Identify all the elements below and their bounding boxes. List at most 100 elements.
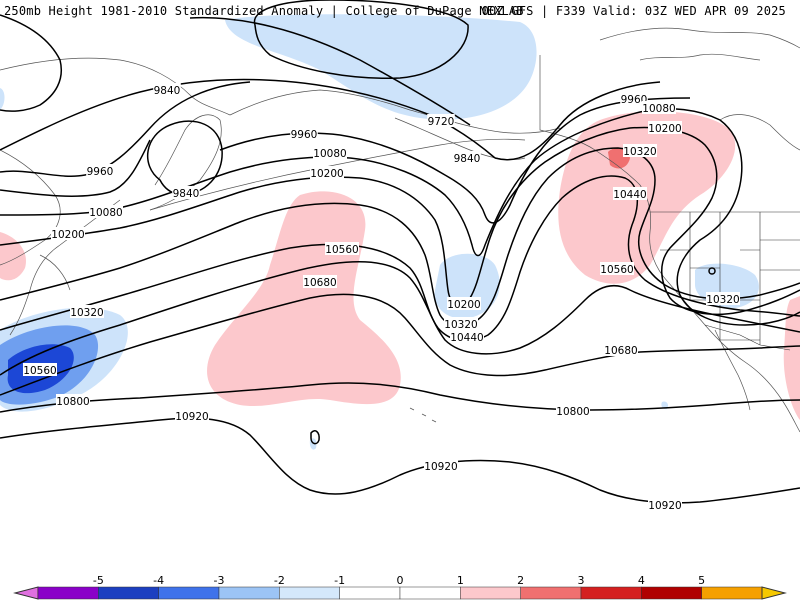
contour-9720 [189,16,471,126]
colorbar-tick-label: -1 [334,574,345,587]
contour-10320-ring [708,267,716,275]
contour-label-bg [313,146,347,159]
contour-9840-west [0,14,62,112]
contour-10800 [0,382,800,413]
contour-10680 [0,293,800,396]
colorbar-segment [339,586,401,600]
hudson-area [719,114,800,151]
model-run-info: 00Z GFS | F339 Valid: 03Z WED APR 09 202… [481,4,786,18]
contour-label-10680-b: 10680 [604,345,637,357]
colorbar-segment [641,586,702,600]
contour-label-bg [56,394,90,407]
contour-9960-a [0,81,251,177]
contour-label-10800-b: 10800 [556,406,589,418]
contour-9840-ring-north [253,0,469,80]
contour-label-bg [424,459,458,472]
contour-label-10680-a: 10680 [303,277,336,289]
contour-10560 [0,261,800,376]
contour-label-10560-b: 10560 [23,365,56,377]
colorbar-tick-label: -5 [93,574,104,587]
colorbar-segment [98,586,159,600]
colorbar-tick-label: -2 [274,574,285,587]
contour-label-bg [172,186,200,199]
contour-label-bg [89,205,123,218]
contour-label-bg [648,121,682,134]
colorbar-tick-label: -3 [214,574,225,587]
colorbar-segment [37,586,99,600]
contour-label-bg [447,297,481,310]
contour-label-10440-b: 10440 [613,189,646,201]
contour-label-9960-a: 9960 [87,166,114,178]
colorbar-tick-label: 3 [578,574,585,587]
contour-label-bg [604,343,638,356]
contour-label-10080-a: 10080 [89,207,122,219]
contour-label-bg [556,404,590,417]
contour-label-bg [450,330,484,343]
contour-10920-small [310,430,320,445]
contour-10080 [0,108,800,326]
aleutian-chain [149,138,526,211]
contour-label-9960-c: 9960 [621,94,648,106]
contour-label-bg [620,92,648,105]
colorbar: -5 -4 -3 -2 -1 0 1 2 3 4 5 [13,574,787,600]
colorbar-tick-label: 5 [698,574,705,587]
kuril-japan-coast [9,199,121,336]
contour-label-10080-c: 10080 [642,103,675,115]
asia-mainland-coast [0,149,61,266]
negative-anomaly-north-pacific [225,14,537,120]
contour-9840-east [494,81,661,161]
positive-anomaly-asia-edge [0,232,26,281]
colorbar-tick-label: 4 [638,574,645,587]
contour-label-10800-a: 10800 [56,396,89,408]
contour-label-10200-c: 10200 [447,299,480,311]
north-america-coast [539,55,800,433]
contour-label-bg [427,114,455,127]
canada-arctic-coast [599,27,800,61]
contour-label-10560-c: 10560 [600,264,633,276]
contour-label-bg [642,101,676,114]
contour-label-bg [648,498,682,511]
contour-label-9840-c: 9840 [454,153,481,165]
anomaly-shading [0,14,800,450]
contour-label-9720: 9720 [428,116,455,128]
contour-label-10320-c: 10320 [623,146,656,158]
colorbar-segment [701,586,763,600]
contour-label-bg [444,317,478,330]
colorbar-tick-label: -4 [153,574,164,587]
contour-label-bg [153,83,181,96]
contour-10200 [0,126,800,316]
contour-label-bg [453,151,481,164]
contour-label-bg [70,305,104,318]
contour-label-10560-a: 10560 [325,244,358,256]
contour-label-bg [86,164,114,177]
contour-label-10200-d: 10200 [648,123,681,135]
contour-label-bg [23,363,57,376]
contour-label-10920-b: 10920 [424,461,457,473]
contour-label-9840-a: 9840 [154,85,181,97]
colorbar-segment [580,586,642,600]
contour-label-10320-a: 10320 [70,307,103,319]
contour-9960-b [0,97,691,224]
contour-labels: 9840984098409720996099609960100801008010… [23,83,740,512]
contour-label-9840-b: 9840 [173,188,200,200]
colorbar-low-end [13,586,39,600]
coastlines [0,27,800,433]
contour-label-9960-b: 9960 [291,129,318,141]
contour-label-10320-d: 10320 [706,294,739,306]
contour-10440 [0,175,800,342]
map-title: 250mb Height 1981-2010 Standardized Anom… [4,4,524,18]
contour-label-10920-a: 10920 [175,411,208,423]
contour-label-bg [303,275,337,288]
contour-10320 [0,147,800,327]
contour-label-bg [290,127,318,140]
colorbar-segment [460,586,521,600]
contour-9840-kamchatka [146,120,223,196]
colorbar-segment [279,586,340,600]
contour-label-bg [600,262,634,275]
colorbar-tick-label: 1 [457,574,464,587]
colorbar-segment [218,586,280,600]
contour-label-bg [613,187,647,200]
contour-label-bg [310,166,344,179]
